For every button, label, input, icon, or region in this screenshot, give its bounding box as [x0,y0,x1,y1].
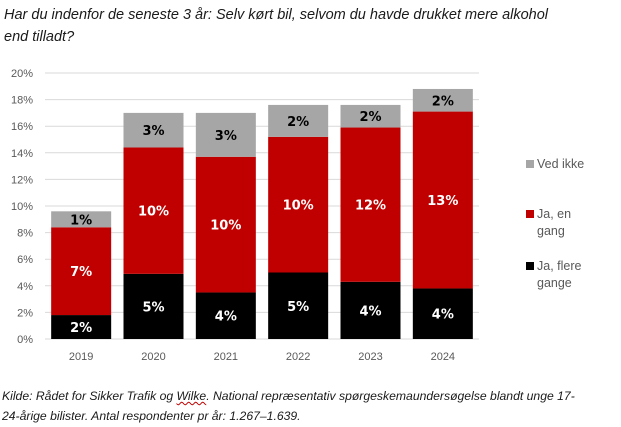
x-tick-label: 2019 [69,351,93,363]
x-tick-label: 2020 [141,351,165,363]
bar-segment [195,112,256,157]
data-label: 13% [427,194,458,209]
legend-item: Ved ikke [526,157,584,171]
data-label: 3% [142,124,164,139]
data-label: 10% [283,199,314,214]
bar-group-2023: 4% 12% 2% [340,104,401,339]
bars: 2% 7% 1% 5% 10% 3% 4% 10% 3% 5% 10% 2% 4% 12% 2% 4% 13% 2… [51,88,473,339]
data-label: 2% [70,321,92,336]
x-axis: 2019 2020 2021 2022 2023 2024 [69,351,455,363]
data-label: 2% [287,115,309,130]
bar-segment [195,292,256,339]
y-tick-label: 18% [11,95,33,107]
chart-title: Har du indenfor de seneste 3 år: Selv kø… [4,4,616,48]
legend-label: Ja, en [537,207,571,221]
chart-title-line-2: end tilladt? [4,29,75,45]
legend-label: Ved ikke [537,157,584,171]
data-label: 1% [70,213,92,228]
chart-title-line-1: Har du indenfor de seneste 3 år: Selv kø… [4,7,549,23]
source-line-1: Kilde: Rådet for Sikker Trafik og Wilke.… [2,386,614,406]
bar-segment [123,147,184,274]
gridlines [45,72,479,340]
data-label: 4% [215,310,237,325]
data-label: 2% [359,110,381,125]
bar-group-2020: 5% 10% 3% [123,112,184,339]
y-tick-label: 0% [17,334,33,346]
bar-group-2024: 4% 13% 2% [412,88,473,339]
data-label: 10% [138,205,169,220]
source-line-2: 24-årige bilister. Antal respondenter pr… [2,409,301,423]
y-tick-label: 20% [11,68,33,80]
data-label: 7% [70,265,92,280]
x-tick-label: 2023 [358,351,382,363]
x-tick-label: 2021 [214,351,238,363]
bar-segment [340,281,401,339]
legend: Ved ikke Ja, en gang Ja, flere gange [526,157,584,290]
legend-item: Ja, flere gange [526,259,582,290]
data-label: 5% [142,300,164,315]
bar-segment [412,88,473,112]
data-label: 4% [359,304,381,319]
bar-segment [340,104,401,128]
bar-segment [195,156,256,293]
x-tick-label: 2022 [286,351,310,363]
bar-segment [268,272,329,339]
bar-group-2021: 4% 10% 3% [195,112,256,339]
source-line-1-rest: . National repræsentativ spørgeskemaunde… [206,389,575,403]
y-tick-label: 2% [17,307,33,319]
bar-segment [51,315,112,339]
y-tick-label: 6% [17,254,33,266]
source-underlined-word: Wilke [176,389,207,403]
legend-label: gang [537,224,565,238]
bar-segment [51,211,112,228]
bar-group-2022: 5% 10% 2% [268,104,329,339]
source-prefix: Kilde: Rådet for Sikker Trafik og [2,389,177,403]
y-axis: 0% 2% 4% 6% 8% 10% 12% 14% 16% 18% 20% [11,68,33,346]
bar-segment [340,127,401,282]
bar-segment [412,111,473,289]
legend-swatch [526,160,534,168]
data-label: 4% [432,308,454,323]
bar-segment [412,288,473,339]
bar-segment [268,104,329,137]
source-note: Kilde: Rådet for Sikker Trafik og Wilke.… [2,386,614,426]
data-label: 12% [355,199,386,214]
bar-segment [268,136,329,273]
y-tick-label: 14% [11,148,33,160]
y-tick-label: 12% [11,174,33,186]
legend-swatch [526,210,534,218]
x-tick-label: 2024 [431,351,455,363]
y-tick-label: 10% [11,201,33,213]
legend-label: gange [537,276,572,290]
data-label: 5% [287,300,309,315]
y-tick-label: 4% [17,281,33,293]
legend-item: Ja, en gang [526,207,571,238]
data-label: 2% [432,94,454,109]
data-label: 10% [210,219,241,234]
legend-swatch [526,262,534,270]
bar-segment [123,273,184,339]
bar-segment [51,227,112,316]
legend-label: Ja, flere [537,259,582,273]
bar-group-2019: 2% 7% 1% [51,211,112,339]
y-tick-label: 8% [17,228,33,240]
y-tick-label: 16% [11,121,33,133]
bar-segment [123,112,184,148]
data-label: 3% [215,129,237,144]
